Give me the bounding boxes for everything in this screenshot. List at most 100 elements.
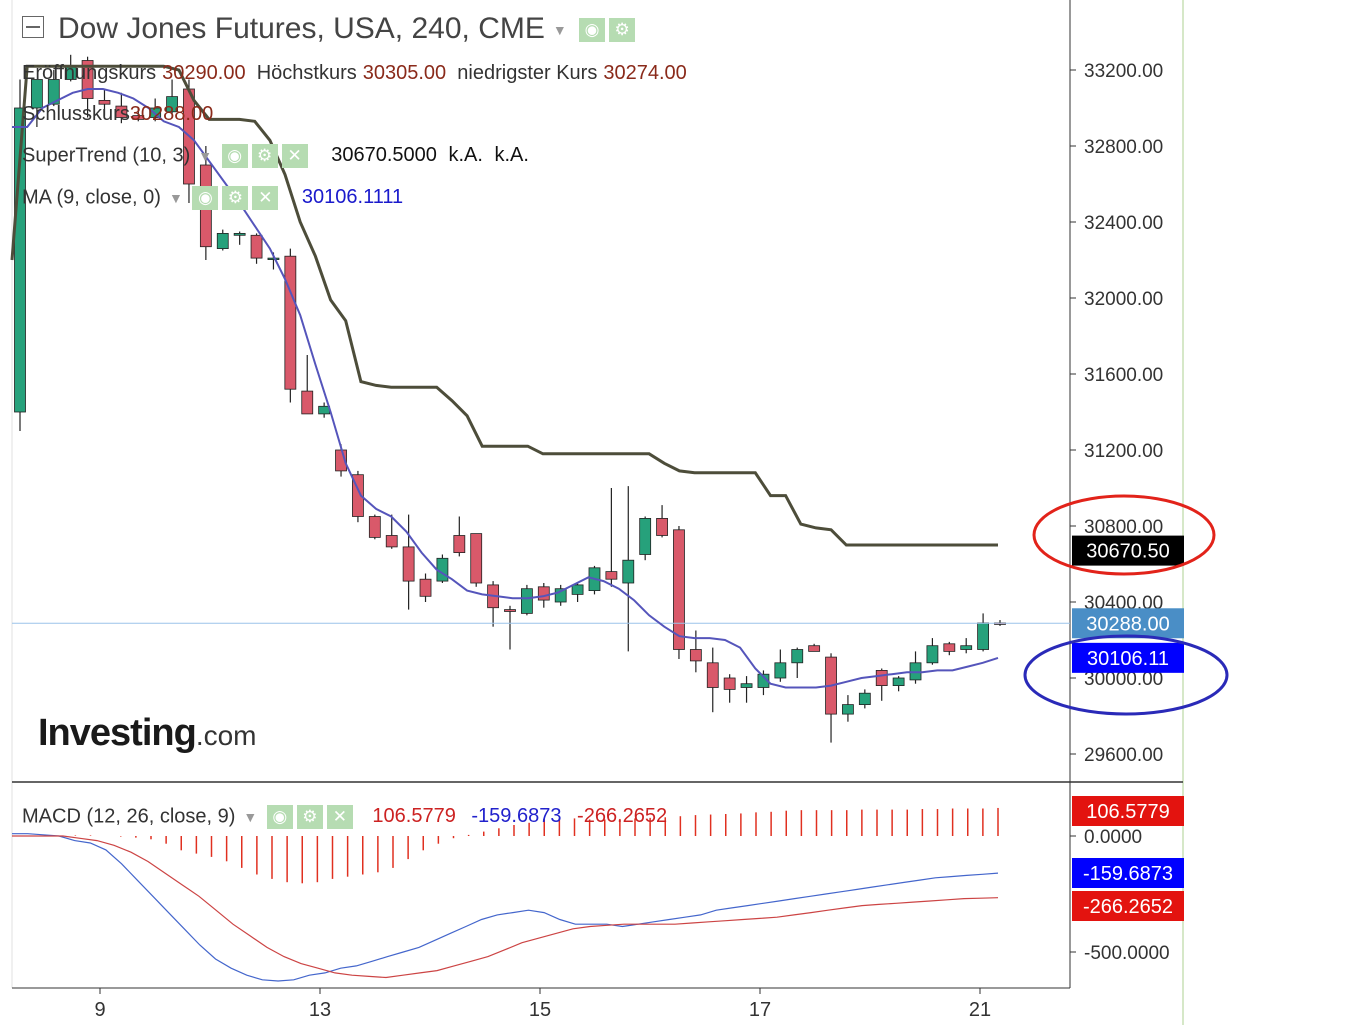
- close-icon[interactable]: ✕: [252, 186, 279, 210]
- annotations: [1023, 494, 1229, 716]
- low-label: niedrigster Kurs: [457, 62, 598, 84]
- price-tick-label: 32000.00: [1084, 289, 1163, 310]
- candle-body: [368, 516, 381, 538]
- logo-suffix: .com: [195, 720, 257, 751]
- chevron-down-icon[interactable]: ▼: [243, 809, 258, 825]
- candle-body: [842, 704, 854, 715]
- candle-body: [774, 662, 787, 679]
- candle-body: [723, 677, 736, 690]
- supertrend-legend: SuperTrend (10, 3) ▼ ◉ ⚙ ✕ 30670.5000 k.A. …: [22, 144, 529, 168]
- macd-tick-label: -500.0000: [1084, 943, 1170, 964]
- candle-body: [14, 107, 26, 413]
- close-icon[interactable]: ✕: [326, 805, 353, 829]
- candle-body: [250, 234, 263, 259]
- price-tick-label: 29600.00: [1084, 745, 1163, 766]
- ma-badge-bg: [1072, 642, 1184, 673]
- ma-badge-text: 30106.11: [1087, 648, 1169, 670]
- chart-title: Dow Jones Futures, USA, 240, CME ▼ ◉ ⚙: [22, 12, 636, 46]
- red-ellipse-annotation: [1032, 494, 1216, 576]
- supertrend-value: 30670.5000: [331, 144, 437, 167]
- open-label: Eröffnungskurs: [22, 62, 157, 84]
- close-icon[interactable]: ✕: [281, 144, 308, 168]
- collapse-icon[interactable]: [22, 16, 44, 39]
- eye-icon[interactable]: ◉: [266, 805, 293, 829]
- candle-body: [520, 588, 533, 614]
- ma-label: MA (9, close, 0): [22, 186, 161, 209]
- close-legend: Schlusskurs30288.00: [22, 103, 213, 126]
- candle-body: [926, 645, 939, 664]
- candle-body: [622, 559, 635, 584]
- gear-icon[interactable]: ⚙: [609, 18, 636, 43]
- supertrend-badge-text: 30670.50: [1086, 541, 1169, 563]
- close-label: Schlusskurs: [22, 103, 130, 125]
- time-axis: 9 13 15 17 21: [94, 988, 991, 1021]
- eye-icon[interactable]: ◉: [579, 18, 606, 43]
- candle-body: [132, 115, 145, 120]
- candle-body: [98, 100, 111, 105]
- eye-icon[interactable]: ◉: [221, 144, 248, 168]
- macd-hist-badge-bg: [1072, 796, 1184, 826]
- macd-signal-badge-bg: [1072, 891, 1184, 921]
- macd-line: [12, 833, 999, 982]
- candle-body: [689, 649, 702, 662]
- candle-body: [402, 546, 415, 582]
- candle-body: [537, 586, 550, 601]
- macd-label: MACD (12, 26, close, 9): [22, 805, 236, 828]
- macd-line-value: -159.6873: [471, 805, 562, 828]
- logo-main: Investing: [38, 712, 197, 754]
- low-value: 30274.00: [603, 62, 687, 84]
- ohlc-legend: Eröffnungskurs 30290.00 Höchstkurs 30305.0…: [22, 62, 687, 85]
- candle-body: [875, 670, 888, 687]
- candle-body: [453, 535, 466, 554]
- candle-body: [419, 578, 432, 597]
- chevron-down-icon[interactable]: ▼: [168, 190, 183, 206]
- time-tick-label: 21: [969, 999, 991, 1021]
- gear-icon[interactable]: ⚙: [222, 186, 249, 210]
- signal-line: [12, 835, 999, 979]
- macd-line-badge-bg: [1072, 858, 1184, 888]
- candle-body: [216, 232, 229, 249]
- price-tick-label: 30800.00: [1084, 517, 1163, 538]
- candle-body: [571, 584, 584, 595]
- investing-logo: Investing.com: [38, 712, 257, 755]
- time-tick-label: 15: [529, 999, 551, 1021]
- price-tick-label: 32800.00: [1084, 137, 1163, 158]
- macd-signal-value: -266.2652: [577, 805, 668, 828]
- gear-icon[interactable]: ⚙: [296, 805, 323, 829]
- candle-body: [385, 535, 398, 548]
- gear-icon[interactable]: ⚙: [251, 144, 278, 168]
- macd-legend: MACD (12, 26, close, 9) ▼ ◉ ⚙ ✕ 106.5779 -1…: [22, 805, 667, 829]
- ma-value: 30106.1111: [301, 186, 404, 209]
- candle-body: [858, 692, 871, 706]
- candle-body: [115, 105, 128, 118]
- candle-body: [892, 677, 905, 686]
- chevron-down-icon[interactable]: ▼: [198, 148, 213, 164]
- candle-body: [656, 518, 668, 536]
- candle-body: [808, 645, 821, 652]
- supertrend-na-2: k.A.: [494, 144, 529, 167]
- price-tick-label: 30000.00: [1084, 669, 1163, 690]
- candle-body: [30, 79, 43, 109]
- ma-line: [12, 88, 999, 689]
- title-text: Dow Jones Futures, USA, 240, CME: [58, 12, 545, 45]
- price-tick-label: 31200.00: [1084, 441, 1163, 462]
- open-value: 30290.00: [162, 62, 246, 84]
- supertrend-badge-bg: [1072, 535, 1184, 566]
- macd-line-badge-text: -159.6873: [1083, 863, 1173, 885]
- candle-body: [639, 518, 652, 555]
- indicator-lines: [10, 64, 1070, 689]
- chevron-down-icon[interactable]: ▼: [552, 22, 567, 39]
- macd-hist-value: 106.5779: [372, 805, 456, 828]
- price-tick-label: 32400.00: [1084, 213, 1163, 234]
- price-tick-label: 33200.00: [1084, 61, 1163, 82]
- eye-icon[interactable]: ◉: [192, 186, 219, 210]
- supertrend-label: SuperTrend (10, 3): [22, 144, 191, 167]
- candle-body: [166, 96, 178, 113]
- candle-body: [673, 529, 685, 650]
- high-value: 30305.00: [362, 62, 447, 84]
- high-label: Höchstkurs: [256, 62, 357, 84]
- candle-body: [233, 232, 246, 236]
